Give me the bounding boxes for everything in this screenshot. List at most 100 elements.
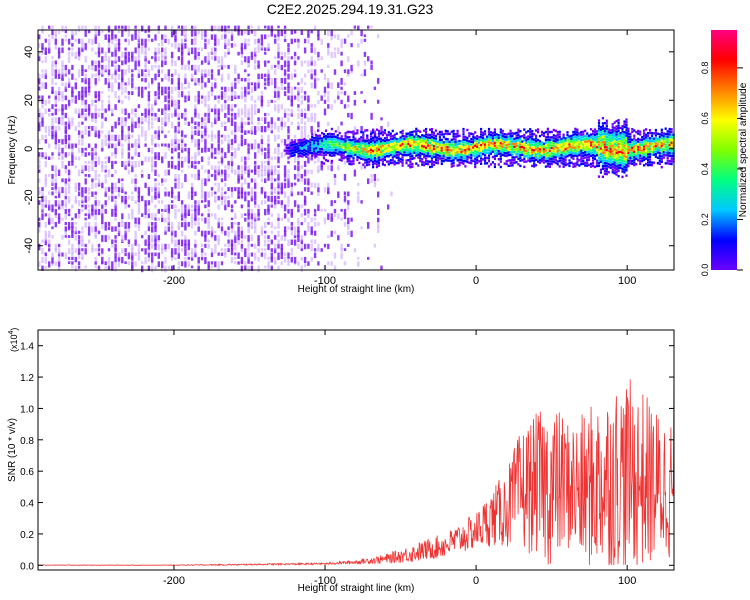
noise-cell	[287, 86, 290, 94]
noise-cell	[310, 182, 313, 188]
noise-cell	[180, 134, 184, 141]
noise-cell	[101, 252, 104, 256]
signal-cell	[586, 156, 589, 159]
noise-cell	[303, 95, 307, 101]
noise-cell	[48, 230, 51, 236]
signal-cell	[623, 165, 626, 169]
signal-cell	[592, 159, 595, 162]
signal-cell	[427, 133, 430, 136]
noise-cell	[224, 86, 227, 92]
noise-cell	[197, 169, 200, 176]
signal-cell	[625, 145, 628, 148]
noise-cell	[267, 174, 270, 181]
signal-cell	[480, 162, 483, 165]
signal-cell	[558, 135, 561, 139]
signal-cell	[537, 152, 540, 155]
noise-cell	[347, 73, 350, 77]
noise-cell	[91, 208, 94, 216]
signal-cell	[552, 142, 555, 145]
noise-cell	[64, 230, 67, 236]
signal-cell	[654, 144, 657, 148]
signal-cell	[493, 155, 496, 158]
signal-cell	[456, 148, 459, 151]
noise-cell	[283, 191, 287, 198]
noise-cell	[64, 204, 67, 208]
noise-cell	[227, 195, 230, 199]
noise-cell	[124, 69, 127, 76]
signal-cell	[597, 122, 601, 125]
signal-cell	[623, 133, 626, 137]
noise-cell	[277, 147, 280, 152]
signal-cell	[370, 148, 373, 151]
noise-cell	[127, 64, 131, 70]
signal-cell	[531, 135, 534, 138]
signal-cell	[509, 129, 512, 133]
noise-cell	[313, 152, 317, 159]
noise-cell	[277, 239, 280, 245]
noise-cell	[187, 82, 190, 89]
signal-cell	[434, 153, 438, 156]
noise-cell	[164, 256, 167, 264]
signal-cell	[658, 151, 661, 155]
noise-cell	[267, 195, 270, 202]
signal-cell	[470, 140, 473, 143]
signal-cell	[389, 140, 392, 143]
signal-cell	[452, 153, 455, 157]
signal-cell	[321, 142, 324, 145]
signal-cell	[609, 158, 612, 161]
signal-cell	[383, 153, 386, 156]
signal-cell	[568, 164, 571, 168]
noise-cell	[57, 147, 61, 155]
noise-cell	[94, 112, 97, 119]
signal-cell	[519, 148, 522, 152]
noise-cell	[87, 108, 91, 116]
signal-cell	[542, 142, 546, 145]
signal-cell	[631, 130, 634, 134]
signal-cell	[375, 152, 379, 155]
noise-cell	[151, 78, 154, 84]
signal-cell	[578, 153, 581, 157]
signal-cell	[562, 162, 565, 166]
noise-cell	[114, 25, 117, 30]
noise-cell	[267, 104, 270, 107]
noise-cell	[197, 51, 200, 56]
signal-cell	[570, 140, 573, 143]
noise-cell	[147, 108, 151, 116]
signal-cell	[366, 155, 369, 159]
signal-cell	[480, 135, 483, 139]
signal-cell	[505, 146, 508, 150]
noise-cell	[277, 108, 280, 114]
noise-cell	[41, 195, 44, 202]
signal-cell	[643, 158, 646, 162]
noise-cell	[141, 117, 144, 125]
noise-cell	[293, 73, 297, 78]
noise-cell	[220, 252, 224, 256]
noise-cell	[190, 248, 194, 254]
signal-cell	[540, 146, 544, 150]
noise-cell	[117, 191, 121, 198]
noise-cell	[187, 160, 190, 164]
noise-cell	[204, 56, 207, 63]
noise-cell	[247, 239, 250, 245]
noise-cell	[147, 256, 151, 262]
noise-cell	[363, 99, 367, 104]
noise-cell	[240, 60, 244, 65]
noise-cell	[207, 178, 210, 182]
noise-cell	[287, 47, 290, 52]
signal-cell	[503, 133, 506, 136]
signal-cell	[544, 130, 547, 134]
signal-cell	[501, 148, 504, 151]
noise-cell	[134, 235, 137, 240]
noise-cell	[64, 213, 67, 220]
signal-cell	[484, 159, 487, 162]
noise-cell	[104, 265, 107, 270]
noise-cell	[151, 195, 154, 201]
noise-cell	[94, 143, 97, 149]
noise-cell	[237, 165, 240, 170]
noise-cell	[107, 261, 111, 267]
noise-cell	[141, 126, 144, 131]
noise-cell	[51, 86, 54, 94]
noise-cell	[87, 191, 91, 195]
noise-cell	[180, 51, 184, 56]
noise-cell	[244, 169, 247, 174]
